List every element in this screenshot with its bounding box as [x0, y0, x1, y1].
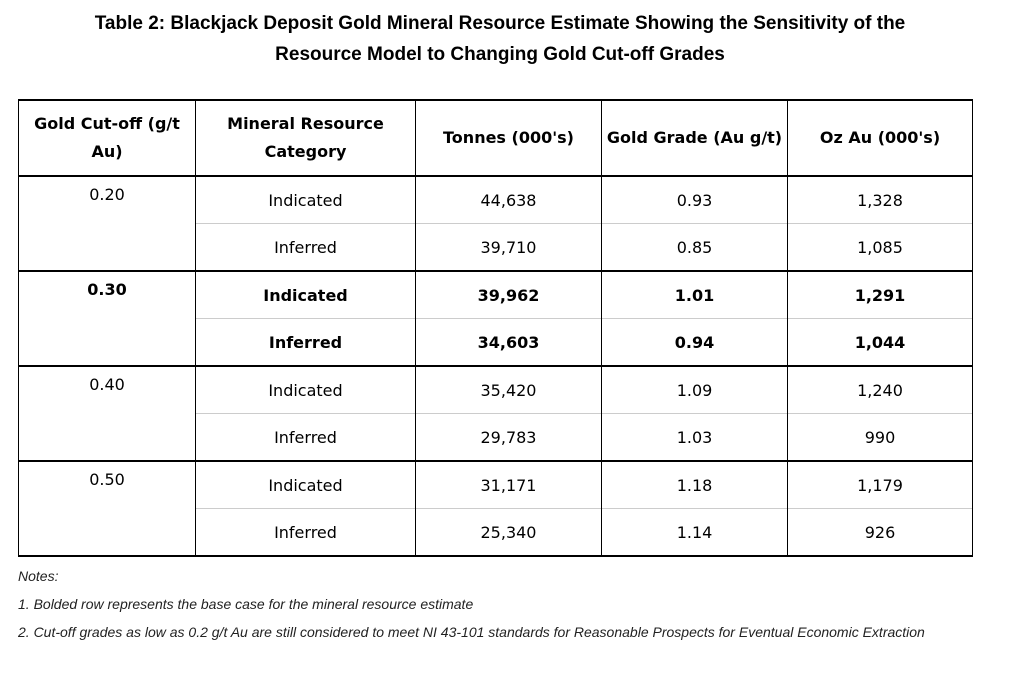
oz-cell: 926 [787, 508, 973, 556]
table-row: 0.50 Indicated 31,171 1.18 1,179 [18, 460, 973, 556]
grade-cell: 1.01 [601, 270, 788, 319]
note-2: 2. Cut-off grades as low as 0.2 g/t Au a… [18, 624, 925, 640]
category-cell: Indicated [195, 270, 416, 319]
oz-cell: 1,291 [787, 270, 973, 319]
cutoff-cell: 0.40 [18, 365, 196, 461]
notes-heading: Notes: [18, 568, 59, 584]
tonnes-cell: 29,783 [415, 413, 602, 461]
tonnes-cell: 44,638 [415, 175, 602, 224]
resource-table: Gold Cut-off (g/t Au) Mineral Resource C… [18, 99, 973, 557]
table-row: Inferred 34,603 0.94 1,044 [19, 318, 973, 366]
category-cell: Inferred [195, 413, 416, 461]
header-cutoff: Gold Cut-off (g/t Au) [18, 99, 196, 177]
header-tonnes: Tonnes (000's) [415, 99, 602, 177]
cutoff-cell: 0.30 [18, 270, 196, 366]
grade-cell: 0.85 [601, 223, 788, 271]
cutoff-cell: 0.50 [18, 460, 196, 556]
oz-cell: 990 [787, 413, 973, 461]
category-cell: Inferred [195, 318, 416, 366]
grade-cell: 0.93 [601, 175, 788, 224]
oz-cell: 1,179 [787, 460, 973, 509]
table-row: Inferred 25,340 1.14 926 [19, 508, 973, 556]
table-row: 0.30 Indicated 39,962 1.01 1,291 [18, 270, 973, 366]
grade-cell: 0.94 [601, 318, 788, 366]
category-cell: Indicated [195, 365, 416, 414]
tonnes-cell: 35,420 [415, 365, 602, 414]
category-cell: Indicated [195, 175, 416, 224]
category-cell: Indicated [195, 460, 416, 509]
grade-cell: 1.18 [601, 460, 788, 509]
oz-cell: 1,044 [787, 318, 973, 366]
tonnes-cell: 39,710 [415, 223, 602, 271]
category-cell: Inferred [195, 508, 416, 556]
header-category: Mineral Resource Category [195, 99, 416, 177]
category-cell: Inferred [195, 223, 416, 271]
header-row: Gold Cut-off (g/t Au) Mineral Resource C… [18, 99, 973, 177]
table-title: Table 2: Blackjack Deposit Gold Mineral … [0, 8, 1000, 70]
grade-cell: 1.09 [601, 365, 788, 414]
table-row: 0.40 Indicated 35,420 1.09 1,240 [18, 365, 973, 461]
oz-cell: 1,328 [787, 175, 973, 224]
tonnes-cell: 31,171 [415, 460, 602, 509]
title-line-2: Resource Model to Changing Gold Cut-off … [275, 44, 725, 65]
grade-cell: 1.14 [601, 508, 788, 556]
tonnes-cell: 34,603 [415, 318, 602, 366]
table-row: Inferred 29,783 1.03 990 [19, 413, 973, 461]
notes: Notes: 1. Bolded row represents the base… [18, 562, 1018, 646]
tonnes-cell: 39,962 [415, 270, 602, 319]
table-row: Inferred 39,710 0.85 1,085 [19, 223, 973, 271]
header-grade: Gold Grade (Au g/t) [601, 99, 788, 177]
tonnes-cell: 25,340 [415, 508, 602, 556]
grade-cell: 1.03 [601, 413, 788, 461]
note-1: 1. Bolded row represents the base case f… [18, 596, 474, 612]
title-line-1: Table 2: Blackjack Deposit Gold Mineral … [94, 13, 906, 34]
oz-cell: 1,240 [787, 365, 973, 414]
table-row: 0.20 Indicated 44,638 0.93 1,328 [18, 175, 973, 271]
header-oz: Oz Au (000's) [787, 99, 973, 177]
cutoff-cell: 0.20 [18, 175, 196, 271]
oz-cell: 1,085 [787, 223, 973, 271]
